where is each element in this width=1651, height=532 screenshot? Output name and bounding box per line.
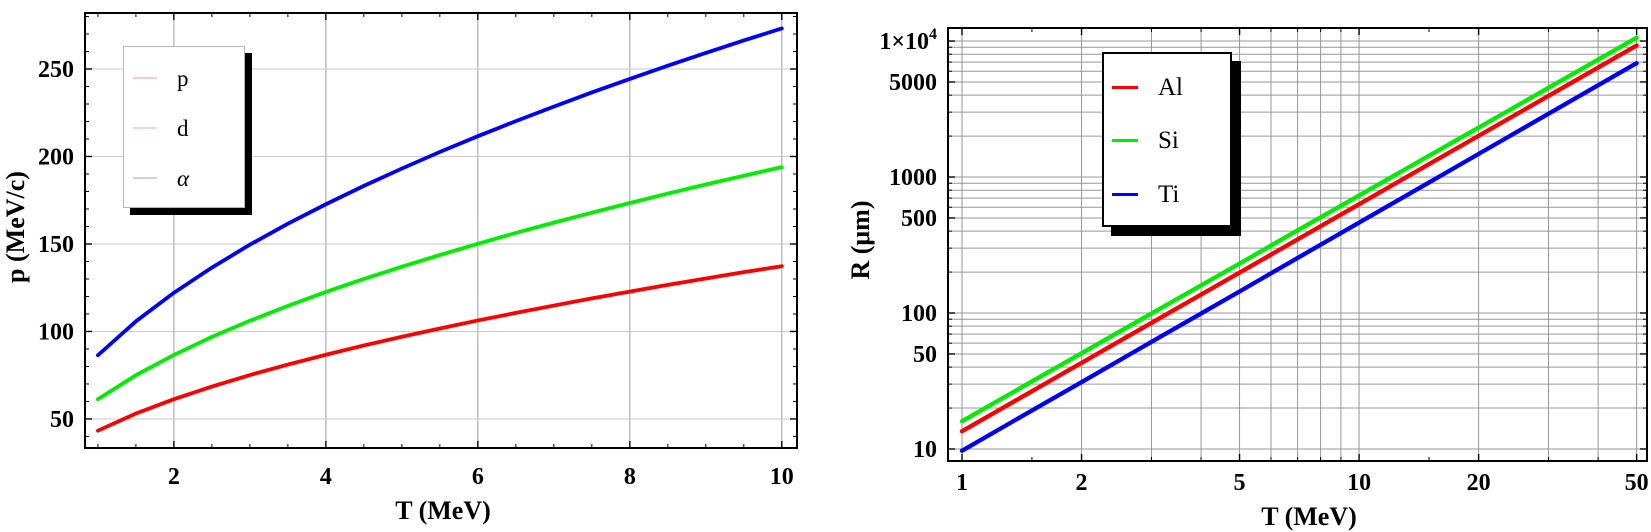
- legend-item-p: p: [124, 63, 244, 93]
- x-tick-label: 1: [956, 470, 968, 496]
- si-line-swatch: [1112, 139, 1138, 142]
- y-tick-label: 1×104: [879, 26, 937, 55]
- legend-label-si: Si: [1158, 127, 1179, 154]
- y-tick-label: 50: [913, 342, 937, 368]
- y-tick-label: 500: [901, 206, 937, 232]
- curve-Si: [959, 35, 1639, 424]
- y-tick-label: 5000: [889, 70, 937, 96]
- legend-label-alpha: α: [177, 165, 190, 191]
- x-tick-label: 2: [168, 464, 180, 490]
- gridlines: [85, 13, 797, 448]
- ti-line-swatch: [1112, 192, 1138, 196]
- ticks: [85, 13, 797, 448]
- curve-Al: [959, 43, 1639, 434]
- range-legend: Al Si Ti: [1102, 52, 1232, 227]
- x-tick-label: 6: [472, 464, 484, 490]
- x-tick-label: 5: [1234, 470, 1246, 496]
- legend-item-alpha: α: [124, 163, 244, 193]
- x-tick-label: 20: [1467, 470, 1491, 496]
- momentum-legend: p d α: [123, 46, 245, 208]
- left-xaxis-label: T (MeV): [395, 496, 491, 525]
- curve-d: [96, 165, 784, 402]
- legend-item-ti: Ti: [1104, 179, 1230, 209]
- curve-α: [96, 26, 784, 358]
- y-tick-label: 200: [38, 144, 74, 170]
- ticks: [948, 28, 1647, 461]
- curve-Ti: [959, 60, 1639, 453]
- range-plot: 1 2 5 10 20 50 10 50 100 500 1000 5000 1×104: [879, 26, 1648, 496]
- p-line-swatch: [133, 77, 157, 79]
- y-tick-label: 50: [50, 407, 74, 433]
- y-tick-label: 250: [38, 57, 74, 83]
- curves: [96, 26, 784, 433]
- x-tick-label: 50: [1625, 470, 1649, 496]
- legend-label-ti: Ti: [1158, 180, 1180, 208]
- plot-frame: [84, 12, 798, 449]
- right-yaxis-label: R (μm): [846, 200, 875, 280]
- momentum-plot: 2 4 6 8 10 50 100 150 200 250: [38, 12, 798, 490]
- right-xaxis-label: T (MeV): [1261, 502, 1357, 531]
- tick-labels: 1 2 5 10 20 50 10 50 100 500 1000 5000 1×104: [879, 26, 1648, 496]
- curves: [959, 35, 1639, 453]
- d-line-swatch: [133, 127, 157, 129]
- legend-item-d: d: [124, 113, 244, 143]
- legend-item-si: Si: [1104, 126, 1230, 156]
- y-tick-label: 100: [901, 301, 937, 327]
- y-tick-label: 10: [913, 437, 937, 463]
- legend-label-d: d: [177, 115, 189, 141]
- tick-labels: 2 4 6 8 10 50 100 150 200 250: [38, 57, 794, 490]
- left-yaxis-label: p (MeV/c): [1, 171, 30, 283]
- legend-label-p: p: [177, 65, 189, 91]
- x-tick-label: 2: [1076, 470, 1088, 496]
- y-tick-label: 1000: [889, 165, 937, 191]
- al-line-swatch: [1112, 85, 1138, 89]
- x-tick-label: 8: [624, 464, 636, 490]
- curve-p: [96, 264, 784, 433]
- x-tick-label: 10: [1347, 470, 1371, 496]
- legend-label-al: Al: [1158, 73, 1183, 101]
- legend-item-al: Al: [1104, 72, 1230, 102]
- x-tick-label: 4: [320, 464, 332, 490]
- alpha-line-swatch: [133, 177, 157, 179]
- y-tick-label: 150: [38, 232, 74, 258]
- x-tick-label: 10: [770, 464, 794, 490]
- y-tick-label: 100: [38, 319, 74, 345]
